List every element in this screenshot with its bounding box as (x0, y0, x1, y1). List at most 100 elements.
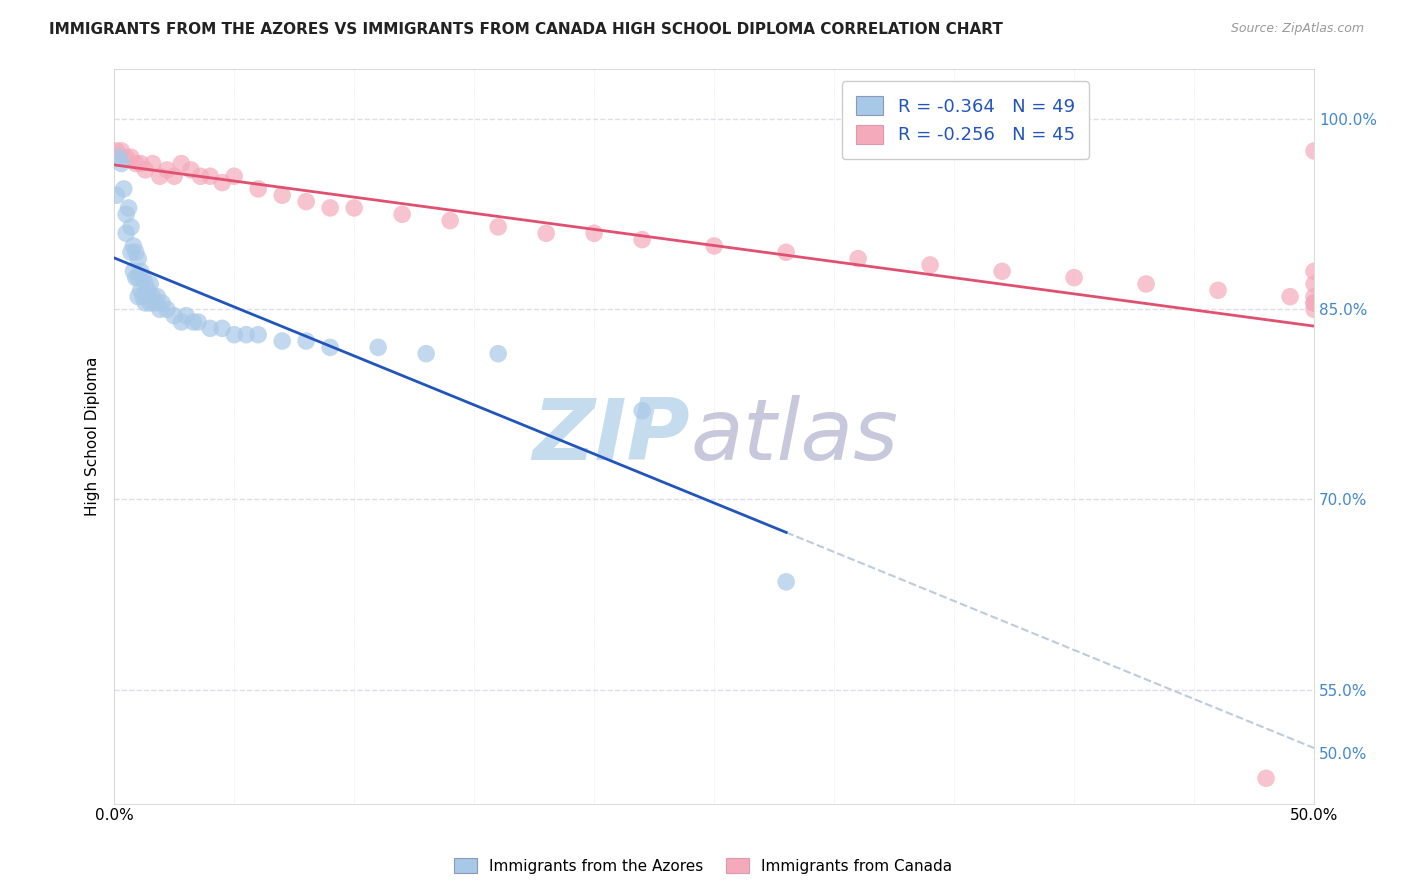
Point (1135, 277, 1157, 291)
Point (1254, 772, 1277, 786)
Point (1303, 144, 1326, 158)
Point (142, 156, 165, 170)
Point (115, 150, 138, 164)
Point (129, 264, 152, 278)
Point (180, 162, 202, 177)
Point (775, 245, 797, 260)
Point (115, 207, 138, 221)
Point (105, 188, 128, 202)
Point (319, 201, 342, 215)
Y-axis label: High School Diploma: High School Diploma (86, 357, 100, 516)
Point (125, 156, 148, 170)
Point (486, 219, 509, 234)
Point (1063, 270, 1085, 285)
Point (170, 315, 193, 329)
Point (117, 201, 139, 215)
Text: atlas: atlas (690, 394, 898, 477)
Point (775, 574, 797, 589)
Point (211, 321, 233, 335)
Point (143, 296, 166, 310)
Point (122, 264, 145, 278)
Point (127, 290, 149, 304)
Point (170, 156, 193, 170)
Point (271, 188, 294, 202)
Point (120, 245, 142, 260)
Point (343, 201, 366, 215)
Point (534, 227, 557, 241)
Point (224, 327, 246, 342)
Point (134, 162, 156, 177)
Point (134, 296, 156, 310)
Point (415, 347, 437, 361)
Point (1303, 264, 1326, 278)
Text: Source: ZipAtlas.com: Source: ZipAtlas.com (1230, 22, 1364, 36)
Point (139, 277, 162, 291)
Text: ZIP: ZIP (533, 394, 690, 477)
Point (174, 309, 197, 323)
Point (486, 347, 509, 361)
Point (163, 169, 186, 184)
Point (132, 290, 155, 304)
Point (110, 156, 132, 170)
Point (150, 296, 173, 310)
Point (247, 327, 270, 342)
Point (163, 309, 186, 323)
Point (583, 227, 606, 241)
Legend: Immigrants from the Azores, Immigrants from Canada: Immigrants from the Azores, Immigrants f… (447, 852, 959, 880)
Point (703, 239, 725, 253)
Point (1303, 302, 1326, 317)
Point (247, 182, 270, 196)
Point (211, 176, 233, 190)
Point (149, 302, 172, 317)
Point (112, 182, 135, 196)
Point (127, 270, 149, 285)
Point (142, 290, 165, 304)
Legend: R = -0.364   N = 49, R = -0.256   N = 45: R = -0.364 N = 49, R = -0.256 N = 45 (842, 81, 1090, 159)
Point (127, 252, 149, 266)
Point (132, 270, 155, 285)
Point (295, 334, 318, 348)
Point (198, 321, 221, 335)
Point (139, 296, 162, 310)
Text: IMMIGRANTS FROM THE AZORES VS IMMIGRANTS FROM CANADA HIGH SCHOOL DIPLOMA CORRELA: IMMIGRANTS FROM THE AZORES VS IMMIGRANTS… (49, 22, 1002, 37)
Point (156, 302, 179, 317)
Point (631, 403, 654, 417)
Point (134, 277, 156, 291)
Point (125, 245, 148, 260)
Point (129, 156, 152, 170)
Point (122, 239, 145, 253)
Point (156, 162, 179, 177)
Point (129, 283, 152, 297)
Point (1303, 296, 1326, 310)
Point (235, 327, 257, 342)
Point (1303, 277, 1326, 291)
Point (136, 283, 159, 297)
Point (846, 252, 869, 266)
Point (1303, 290, 1326, 304)
Point (920, 258, 942, 272)
Point (115, 227, 138, 241)
Point (149, 169, 172, 184)
Point (439, 213, 461, 227)
Point (108, 150, 131, 164)
Point (146, 290, 169, 304)
Point (125, 270, 148, 285)
Point (1303, 296, 1326, 310)
Point (319, 340, 342, 354)
Point (391, 207, 413, 221)
Point (105, 144, 128, 158)
Point (1279, 290, 1302, 304)
Point (1206, 283, 1229, 297)
Point (187, 315, 209, 329)
Point (183, 315, 205, 329)
Point (631, 233, 654, 247)
Point (295, 194, 318, 209)
Point (224, 169, 246, 184)
Point (198, 169, 221, 184)
Point (271, 334, 294, 348)
Point (120, 150, 142, 164)
Point (367, 340, 389, 354)
Point (120, 219, 142, 234)
Point (110, 144, 132, 158)
Point (190, 169, 212, 184)
